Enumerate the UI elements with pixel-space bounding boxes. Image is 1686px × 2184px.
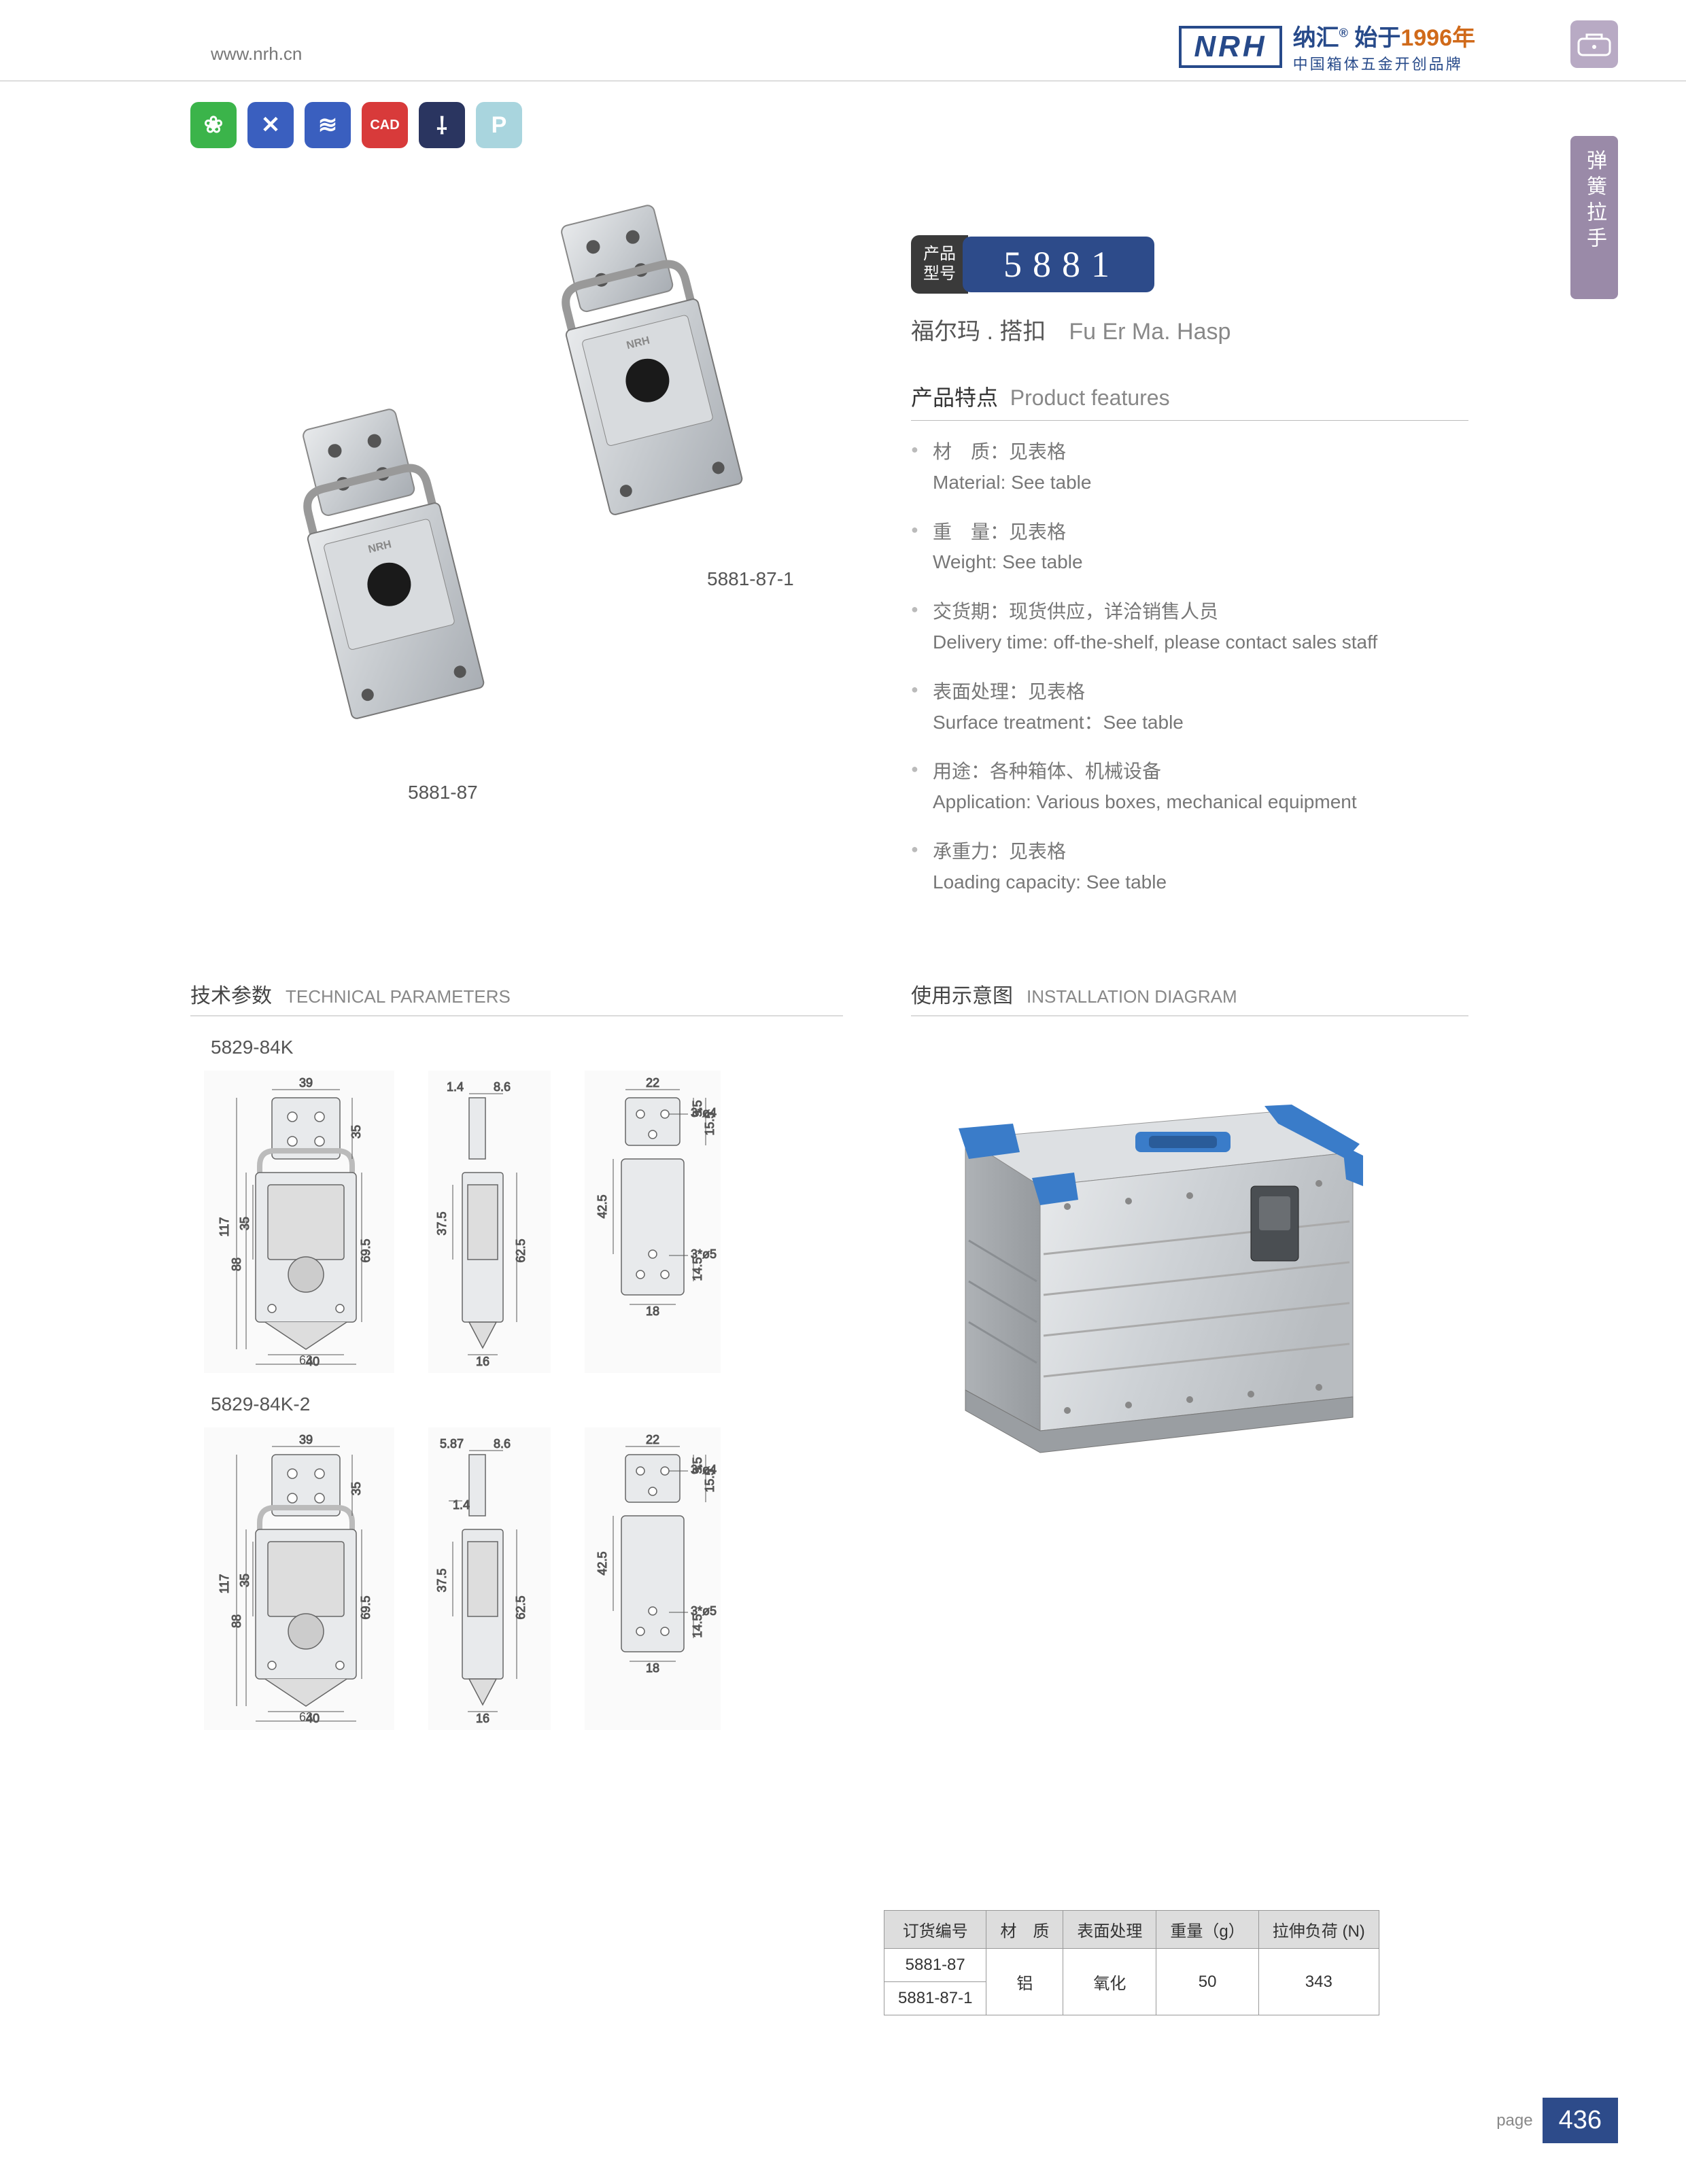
svg-text:18: 18 xyxy=(646,1304,659,1318)
svg-text:39: 39 xyxy=(299,1076,313,1090)
p-icon: P xyxy=(476,102,522,148)
drawing-rear-view: 22 3*ø4 3*ø5 9.5 15.5 42.5 14.5 18 xyxy=(585,1071,721,1373)
svg-text:9.5: 9.5 xyxy=(691,1457,704,1474)
feature-icon-row: ❀✕≋CAD⸸P xyxy=(190,102,522,148)
spec-col-header: 材 质 xyxy=(986,1911,1063,1949)
features-title: 产品特点 Product features xyxy=(911,381,1468,421)
feature-item: 材 质：见表格Material: See table xyxy=(911,437,1468,498)
svg-text:35: 35 xyxy=(238,1217,252,1230)
spec-col-header: 重量（g） xyxy=(1156,1911,1258,1949)
technical-drawing-block: 5829-84K-2 39 117 88 35 69.5 35 40 63 xyxy=(190,1393,843,1730)
page-footer: page 436 xyxy=(1496,2098,1618,2143)
spec-cell: 50 xyxy=(1156,1949,1258,2015)
svg-text:69.5: 69.5 xyxy=(359,1238,373,1262)
svg-text:37.5: 37.5 xyxy=(435,1211,449,1235)
spring-icon: ≋ xyxy=(305,102,351,148)
feature-item: 交货期：现货供应，详洽销售人员Delivery time: off-the-sh… xyxy=(911,597,1468,658)
svg-text:88: 88 xyxy=(230,1258,243,1271)
drawing-label: 5829-84K-2 xyxy=(211,1393,843,1415)
svg-text:16: 16 xyxy=(476,1355,489,1368)
spec-cell: 铝 xyxy=(986,1949,1063,2015)
brand-name: 纳汇® 始于1996年 xyxy=(1293,19,1475,52)
svg-text:88: 88 xyxy=(230,1614,243,1628)
svg-text:63: 63 xyxy=(299,1353,313,1367)
tech-title: 技术参数TECHNICAL PARAMETERS xyxy=(190,979,843,1016)
drawing-front-view: 39 117 88 35 69.5 35 40 63 xyxy=(204,1427,394,1730)
tools-icon: ✕ xyxy=(247,102,294,148)
product-model-badge: 产品型号 5881 xyxy=(911,235,1154,294)
svg-text:42.5: 42.5 xyxy=(596,1551,609,1575)
svg-text:1.4: 1.4 xyxy=(453,1498,470,1512)
svg-text:16: 16 xyxy=(476,1712,489,1725)
svg-text:14.5: 14.5 xyxy=(691,1257,704,1281)
cad-icon: CAD xyxy=(362,102,408,148)
product-image-5881-87: NRH xyxy=(245,401,530,755)
spec-cell: 氧化 xyxy=(1063,1949,1156,2015)
svg-text:1.4: 1.4 xyxy=(447,1080,464,1094)
badge-number: 5881 xyxy=(963,237,1154,292)
technical-parameters: 技术参数TECHNICAL PARAMETERS 5829-84K 39 117… xyxy=(190,979,843,1730)
svg-text:62.5: 62.5 xyxy=(514,1595,528,1619)
svg-text:5.87: 5.87 xyxy=(440,1437,464,1451)
spec-table: 订货编号材 质表面处理重量（g）拉伸负荷 (N) 5881-87 铝 氧化 50… xyxy=(884,1910,1379,2015)
svg-text:22: 22 xyxy=(646,1433,659,1446)
product-name: 福尔玛 . 搭扣 Fu Er Ma. Hasp xyxy=(911,313,1231,346)
spec-cell: 5881-87 xyxy=(884,1949,986,1982)
screw-icon: ⸸ xyxy=(419,102,465,148)
spec-cell: 5881-87-1 xyxy=(884,1982,986,2015)
side-category-icon xyxy=(1570,20,1618,68)
svg-text:39: 39 xyxy=(299,1433,313,1446)
brand-logo-block: NRH 纳汇® 始于1996年 中国箱体五金开创品牌 xyxy=(1179,19,1475,74)
svg-text:35: 35 xyxy=(238,1574,252,1587)
feature-item: 承重力：见表格Loading capacity: See table xyxy=(911,837,1468,898)
feature-item: 用途：各种箱体、机械设备Application: Various boxes, … xyxy=(911,757,1468,818)
svg-text:22: 22 xyxy=(646,1076,659,1090)
drawing-side-view: 5.87 8.6 1.4 62.5 37.5 16 xyxy=(428,1427,551,1730)
svg-text:15.5: 15.5 xyxy=(703,1468,717,1492)
page-header: www.nrh.cn NRH 纳汇® 始于1996年 中国箱体五金开创品牌 xyxy=(0,27,1686,82)
svg-text:117: 117 xyxy=(218,1574,231,1594)
drawing-rear-view: 22 3*ø4 3*ø5 9.5 15.5 42.5 14.5 18 xyxy=(585,1427,721,1730)
drawing-label: 5829-84K xyxy=(211,1037,843,1058)
product-features: 产品特点 Product features 材 质：见表格Material: S… xyxy=(911,381,1468,917)
technical-drawing-block: 5829-84K 39 117 88 35 69.5 35 40 63 xyxy=(190,1037,843,1373)
svg-text:9.5: 9.5 xyxy=(691,1100,704,1117)
side-category-tab: 弹簧拉手 xyxy=(1570,136,1618,299)
feature-item: 表面处理：见表格Surface treatment：See table xyxy=(911,677,1468,738)
logo-mark: NRH xyxy=(1179,26,1281,68)
badge-label: 产品型号 xyxy=(911,235,968,294)
svg-text:35: 35 xyxy=(349,1125,363,1139)
svg-text:15.5: 15.5 xyxy=(703,1111,717,1135)
product-image-5881-87-1: NRH xyxy=(503,197,789,551)
page-label: page xyxy=(1496,2111,1532,2130)
drawing-front-view: 39 117 88 35 69.5 35 40 63 xyxy=(204,1071,394,1373)
site-url: www.nrh.cn xyxy=(211,44,302,65)
spec-col-header: 拉伸负荷 (N) xyxy=(1258,1911,1379,1949)
svg-text:62.5: 62.5 xyxy=(514,1238,528,1262)
spec-cell: 343 xyxy=(1258,1949,1379,2015)
svg-text:8.6: 8.6 xyxy=(494,1080,511,1094)
product-label-1: 5881-87-1 xyxy=(707,568,794,590)
eco-icon: ❀ xyxy=(190,102,237,148)
svg-text:35: 35 xyxy=(349,1482,363,1495)
install-box-image xyxy=(911,1050,1387,1472)
svg-text:14.5: 14.5 xyxy=(691,1614,704,1637)
svg-text:69.5: 69.5 xyxy=(359,1595,373,1619)
spec-col-header: 表面处理 xyxy=(1063,1911,1156,1949)
install-title: 使用示意图INSTALLATION DIAGRAM xyxy=(911,979,1468,1016)
spec-col-header: 订货编号 xyxy=(884,1911,986,1949)
drawing-side-view: 1.4 8.6 62.5 37.5 16 xyxy=(428,1071,551,1373)
svg-text:117: 117 xyxy=(218,1217,231,1237)
brand-tagline: 中国箱体五金开创品牌 xyxy=(1293,52,1475,74)
svg-text:8.6: 8.6 xyxy=(494,1437,511,1451)
feature-item: 重 量：见表格Weight: See table xyxy=(911,517,1468,578)
svg-text:37.5: 37.5 xyxy=(435,1568,449,1592)
svg-text:42.5: 42.5 xyxy=(596,1194,609,1218)
product-render-area: NRH 5881-87-1 NRH 5881-87 xyxy=(218,190,829,802)
product-label-2: 5881-87 xyxy=(408,782,478,803)
svg-text:18: 18 xyxy=(646,1661,659,1675)
page-number: 436 xyxy=(1543,2098,1618,2143)
svg-text:63: 63 xyxy=(299,1710,313,1724)
installation-diagram: 使用示意图INSTALLATION DIAGRAM xyxy=(911,979,1468,1472)
